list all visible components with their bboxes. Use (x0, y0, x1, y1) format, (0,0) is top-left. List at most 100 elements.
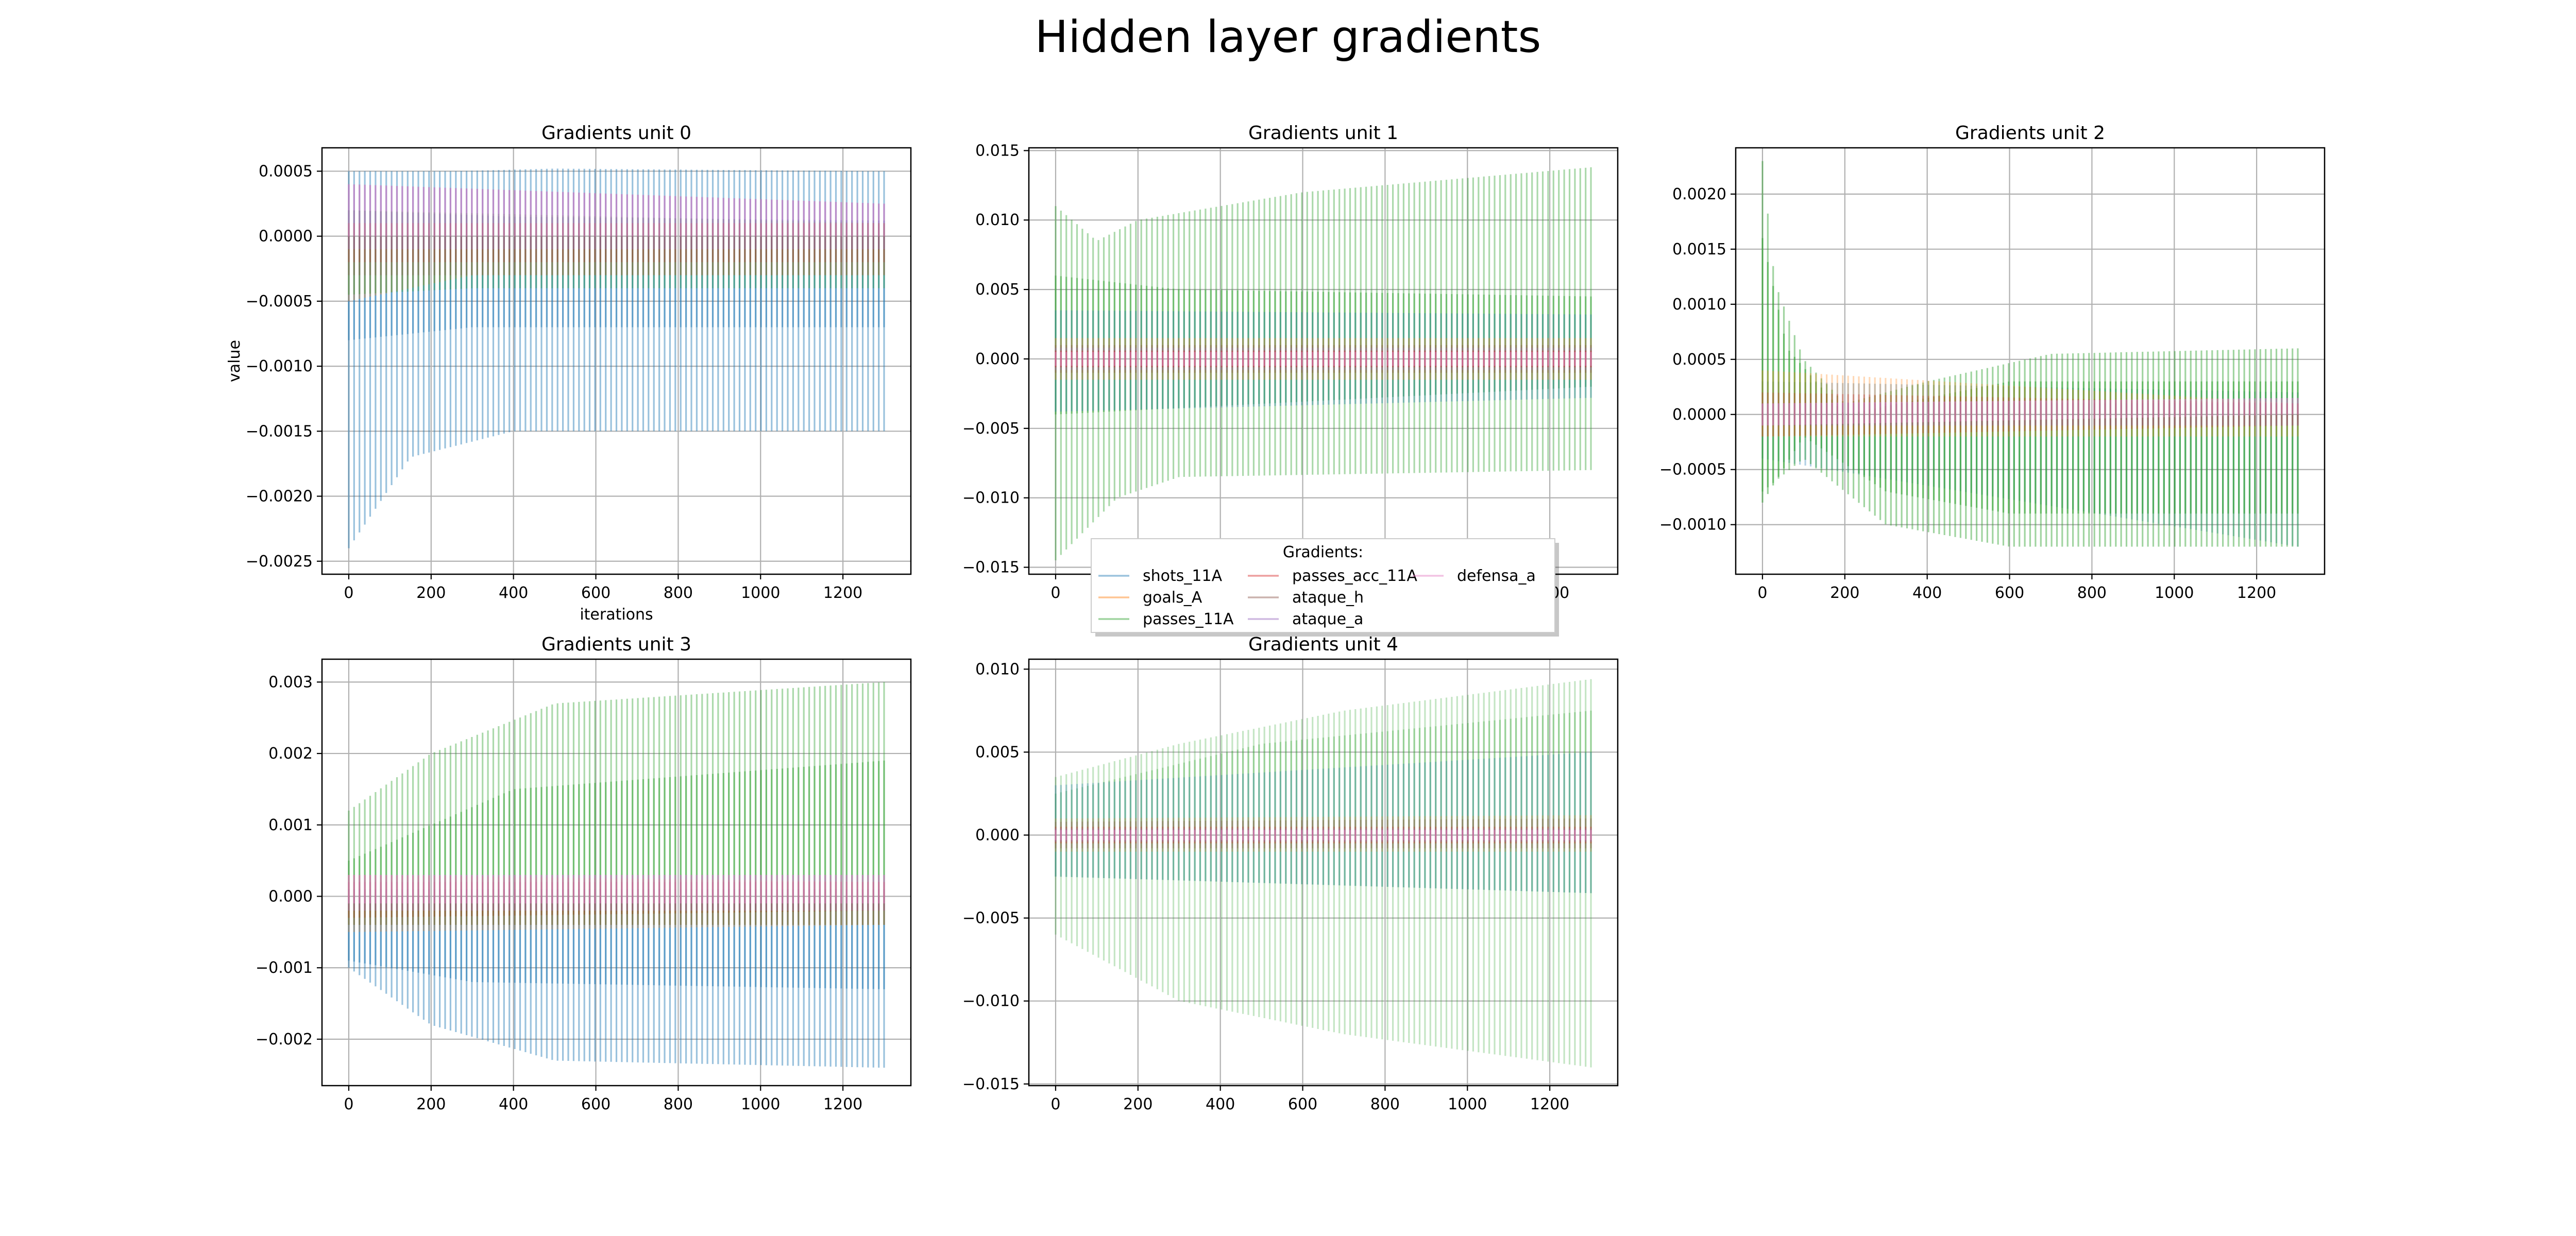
chart-panel-4: 0 200 400 600 800 1000 1200 −0.015 −0.010 −0.005 0… (962, 634, 1619, 1113)
legend-label: ataque_a (1292, 610, 1363, 628)
axes-frame (321, 658, 912, 1087)
y-tick-label: −0.0015 (246, 422, 313, 440)
data-area (1055, 679, 1592, 1068)
series-defensa_a (1055, 352, 1592, 366)
x-tick-label: 200 (1830, 584, 1859, 602)
x-axis-label: iterations (580, 606, 653, 624)
series-shots_11A (348, 168, 885, 340)
y-tick-label: 0.0020 (1672, 185, 1726, 203)
x-tick-label: 1000 (741, 584, 780, 602)
chart-panel-2: 0 200 400 600 800 1000 1200 −0.0010 −0.0005 0.000… (1659, 123, 2326, 602)
series-ataque_h (1761, 403, 2299, 426)
series-ataque_a (348, 184, 885, 249)
y-tick-label: −0.0005 (1659, 461, 1726, 479)
legend-label: ataque_h (1292, 589, 1364, 607)
series-goals_A (1761, 370, 2299, 437)
x-tick-label: 400 (1912, 584, 1942, 602)
x-tick-label: 400 (499, 584, 528, 602)
axes-frame (1028, 658, 1619, 1087)
x-tick-label: 800 (664, 1095, 693, 1113)
x-tick-label: 200 (1123, 1095, 1153, 1113)
y-tick-label: −0.002 (256, 1031, 313, 1049)
panel-title: Gradients unit 1 (1248, 123, 1398, 144)
data-area (348, 168, 885, 548)
y-tick-label: −0.005 (962, 909, 1020, 928)
x-tick-label: 600 (1995, 584, 2024, 602)
series-goals_A (348, 223, 885, 301)
x-tick-label: 1000 (1448, 1095, 1487, 1113)
y-tick-label: 0.003 (268, 673, 313, 691)
series-passes_11A (1055, 679, 1592, 1068)
x-tick-label: 200 (416, 584, 446, 602)
data-area (1761, 161, 2299, 547)
y-tick-label: 0.000 (975, 827, 1020, 845)
x-tick-label: 1200 (1530, 1095, 1569, 1113)
y-tick-label: 0.0005 (1672, 351, 1726, 369)
panel-title: Gradients unit 2 (1955, 123, 2105, 144)
panel-title: Gradients unit 0 (541, 123, 691, 144)
y-tick-label: −0.0010 (1659, 516, 1726, 534)
legend-label: goals_A (1143, 589, 1202, 607)
y-tick-label: 0.0015 (1672, 241, 1726, 259)
panel-title: Gradients unit 4 (1248, 634, 1398, 655)
y-tick-label: 0.0000 (259, 228, 313, 246)
y-tick-label: −0.015 (962, 559, 1020, 577)
series-defensa_a (1761, 398, 2299, 426)
y-tick-label: 0.0010 (1672, 296, 1726, 314)
axes-frame (1735, 147, 2326, 575)
x-tick-label: 600 (1288, 1095, 1317, 1113)
x-tick-label: 1000 (2155, 584, 2194, 602)
y-tick-label: 0.005 (975, 281, 1020, 299)
y-tick-label: −0.005 (962, 420, 1020, 438)
y-tick-label: 0.000 (975, 350, 1020, 368)
y-axis-label: value (226, 340, 244, 382)
y-tick-label: −0.001 (256, 959, 313, 977)
x-tick-label: 800 (2077, 584, 2107, 602)
x-tick-label: 1200 (823, 1095, 862, 1113)
panel-title: Gradients unit 3 (541, 634, 691, 655)
y-tick-label: 0.0005 (259, 162, 313, 180)
x-tick-label: 400 (499, 1095, 528, 1113)
data-area (1055, 167, 1592, 560)
y-tick-label: 0.001 (268, 816, 313, 834)
series-defensa_a (348, 184, 885, 236)
x-tick-label: 800 (1370, 1095, 1400, 1113)
chart-panel-3: 0 200 400 600 800 1000 1200 −0.002 −0.001 0.000 0.… (256, 634, 912, 1113)
y-tick-label: −0.010 (962, 992, 1020, 1010)
x-tick-label: 0 (1757, 584, 1767, 602)
series-passes_acc_11A (1761, 392, 2299, 437)
y-tick-label: 0.010 (975, 211, 1020, 229)
series-ataque_h (348, 236, 885, 276)
series-defensa_a (348, 874, 885, 904)
x-tick-label: 200 (416, 1095, 446, 1113)
series-passes_11A (1761, 238, 2299, 514)
chart-panel-0: 0 200 400 600 800 1000 1200 −0.0025 −0.0020 −0.00… (226, 123, 912, 624)
y-tick-label: 0.0000 (1672, 406, 1726, 424)
figure-title: Hidden layer gradients (1035, 11, 1541, 63)
legend-title: Gradients: (1283, 543, 1363, 561)
y-tick-label: 0.005 (975, 743, 1020, 761)
y-tick-label: −0.010 (962, 489, 1020, 507)
series-shots_11A (348, 210, 885, 548)
y-tick-label: 0.015 (975, 142, 1020, 160)
y-tick-label: −0.015 (962, 1075, 1020, 1093)
series-ataque_a (1761, 398, 2299, 426)
y-tick-label: −0.0010 (246, 357, 313, 375)
chart-panel-1: 020040060080010001200−0.015−0.010−0.0050… (962, 123, 1619, 602)
x-tick-label: 1200 (2237, 584, 2276, 602)
series-passes_11A (348, 682, 885, 925)
y-tick-label: 0.000 (268, 887, 313, 905)
series-passes_acc_11A (348, 223, 885, 263)
x-tick-label: 1000 (741, 1095, 780, 1113)
x-tick-label: 1200 (823, 584, 862, 602)
y-tick-label: −0.0025 (246, 553, 313, 571)
x-tick-label: 800 (664, 584, 693, 602)
series-defensa_a (1055, 830, 1592, 840)
x-tick-label: 600 (581, 584, 611, 602)
series-passes_11A (348, 210, 885, 295)
legend-label: passes_acc_11A (1292, 567, 1417, 585)
legend: Gradients: shots_11A goals_A passes_11A pass… (1091, 538, 1559, 637)
data-area (348, 682, 885, 1068)
legend-label: shots_11A (1143, 567, 1223, 585)
